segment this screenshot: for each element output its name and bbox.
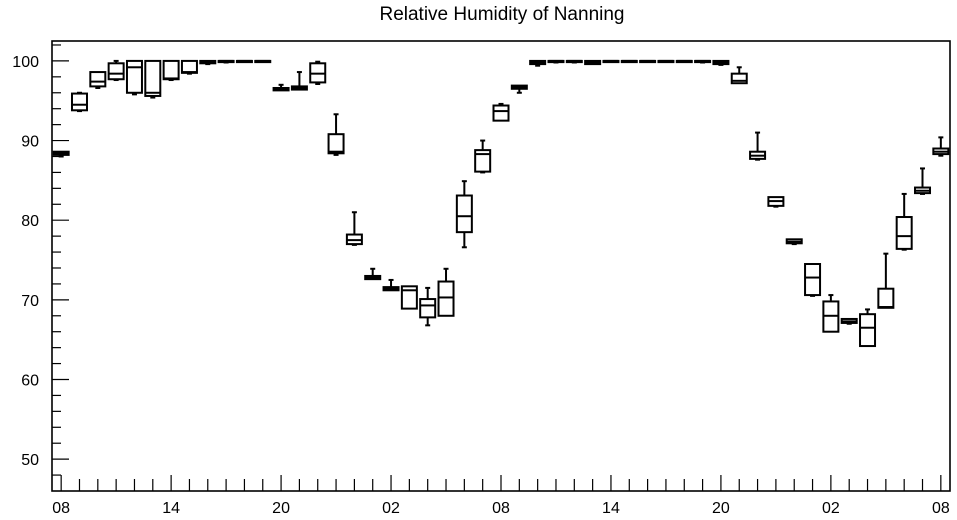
box-8: [199, 59, 217, 66]
box-35: [694, 59, 712, 64]
box-iqr: [455, 194, 473, 234]
y-tick-label: 90: [21, 134, 39, 151]
box-24: [492, 102, 510, 122]
box-12: [272, 83, 290, 92]
box-28: [565, 59, 583, 64]
tick-labels: 50 60 70 80 90 100 08 14 20 02 08 14 20 02 08: [12, 54, 950, 517]
chart-title: Relative Humidity of Nanning: [379, 4, 625, 25]
box-iqr: [419, 298, 437, 319]
box-5: [144, 59, 162, 99]
box-39: [767, 196, 785, 208]
box-15: [327, 113, 345, 156]
box-iqr: [400, 285, 418, 310]
x-tick-label: 20: [712, 500, 730, 517]
box-iqr: [730, 72, 748, 85]
box-iqr: [107, 62, 125, 81]
box-19: [400, 285, 418, 310]
box-40: [785, 238, 803, 246]
x-tick-label: 14: [162, 500, 180, 517]
box-47: [914, 167, 932, 195]
y-tick-label: 100: [12, 54, 39, 71]
x-tick-label: 08: [52, 500, 70, 517]
box-13: [290, 71, 308, 91]
box-43: [840, 317, 858, 325]
box-33: [657, 59, 675, 64]
box-30: [602, 59, 620, 64]
box-31: [620, 59, 638, 64]
box-14: [309, 60, 327, 86]
box-0: [52, 150, 70, 158]
box-iqr: [70, 92, 88, 112]
box-46: [895, 192, 913, 251]
x-tick-label: 20: [272, 500, 290, 517]
box-17: [364, 267, 382, 281]
box-iqr: [125, 59, 143, 94]
box-29: [584, 59, 602, 66]
box-26: [529, 59, 547, 67]
box-18: [382, 278, 400, 292]
box-36: [712, 59, 730, 66]
boxes: [52, 59, 950, 348]
axes: [51, 40, 951, 492]
y-tick-label: 70: [21, 293, 39, 310]
box-37: [730, 66, 748, 85]
y-tick-label: 80: [21, 213, 39, 230]
box-44: [859, 308, 877, 348]
box-iqr: [162, 59, 180, 81]
x-tick-label: 08: [492, 500, 510, 517]
plot-frame: [51, 40, 951, 492]
box-7: [180, 59, 198, 75]
box-iqr: [327, 133, 345, 155]
box-21: [437, 267, 455, 317]
box-4: [125, 59, 143, 96]
box-iqr: [89, 71, 107, 88]
box-25: [510, 84, 528, 94]
x-tick-label: 02: [822, 500, 840, 517]
box-20: [419, 286, 437, 327]
box-32: [639, 59, 657, 64]
box-27: [547, 59, 565, 64]
box-23: [474, 139, 492, 174]
box-38: [749, 131, 767, 161]
box-iqr: [437, 280, 455, 317]
box-1: [70, 91, 88, 113]
box-3: [107, 59, 125, 82]
x-tick-label: 08: [932, 500, 950, 517]
box-48: [932, 136, 950, 157]
y-tick-label: 50: [21, 452, 39, 469]
box-iqr: [474, 149, 492, 173]
box-iqr: [877, 287, 895, 309]
box-iqr: [859, 313, 877, 348]
box-6: [162, 59, 180, 82]
x-tick-label: 02: [382, 500, 400, 517]
box-16: [345, 211, 363, 246]
box-iqr: [804, 263, 822, 297]
box-34: [675, 59, 693, 64]
box-41: [804, 263, 822, 297]
box-iqr: [144, 59, 162, 97]
box-22: [455, 180, 473, 249]
box-42: [822, 294, 840, 333]
box-9: [217, 59, 235, 64]
box-45: [877, 252, 895, 309]
x-tick-label: 14: [602, 500, 620, 517]
box-iqr: [492, 104, 510, 122]
box-2: [89, 71, 107, 89]
box-iqr: [895, 216, 913, 250]
y-tick-label: 60: [21, 372, 39, 389]
box-10: [235, 59, 253, 64]
box-11: [254, 59, 272, 64]
